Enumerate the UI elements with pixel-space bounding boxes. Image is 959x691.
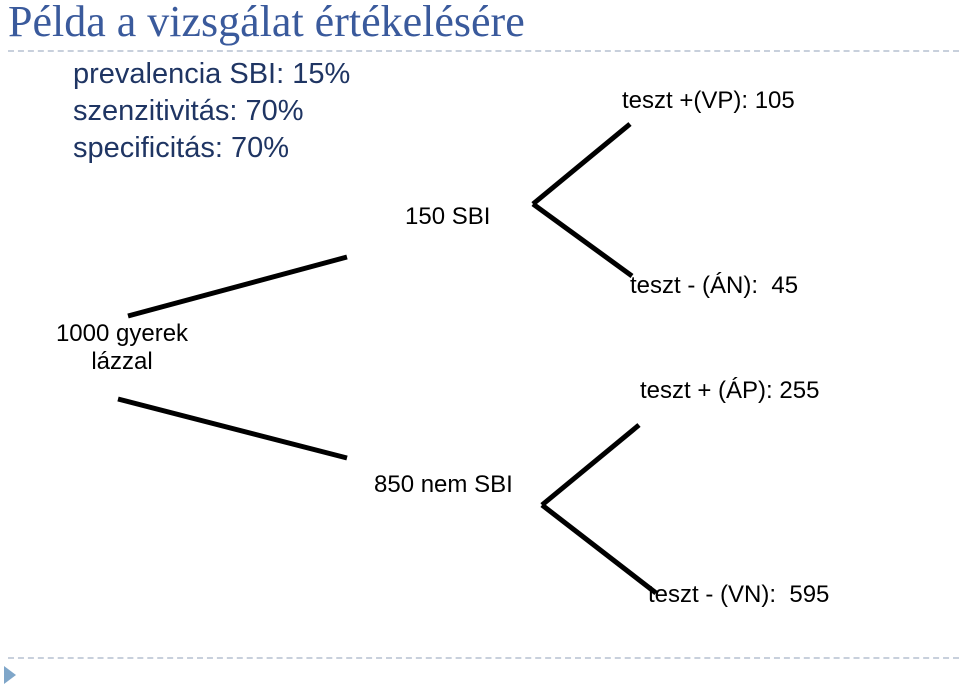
triangle-bullet-icon [4,666,16,684]
connector-sbi-to-vp [531,122,632,206]
node-sbi: 150 SBI [405,203,491,230]
parameter-list: prevalencia SBI: 15% szenzitivitás: 70% … [73,56,350,167]
root-node-line2: lázzal [91,348,153,375]
outcome-vn: teszt - (VN): 595 [648,581,830,608]
connector-nem-sbi-to-vn [540,503,658,595]
connector-root-to-nem-sbi [117,396,348,461]
outcome-ap: teszt + (ÁP): 255 [640,377,820,404]
outcome-an: teszt - (ÁN): 45 [630,272,799,299]
slide-title: Példa a vizsgálat értékelésére [8,0,525,46]
root-node: 1000 gyerek lázzal [47,320,197,376]
connector-root-to-sbi [127,254,348,319]
parameter-prevalence: prevalencia SBI: 15% [73,58,351,90]
parameter-sensitivity: szenzitivitás: 70% [73,95,304,127]
parameter-specificity: specificitás: 70% [73,132,289,164]
top-divider [8,50,959,52]
outcome-vp: teszt +(VP): 105 [622,87,795,114]
node-nem-sbi: 850 nem SBI [374,471,513,498]
bottom-divider [8,657,959,659]
connector-sbi-to-an [531,201,634,279]
connector-nem-sbi-to-ap [540,423,641,507]
root-node-line1: 1000 gyerek [55,320,189,347]
